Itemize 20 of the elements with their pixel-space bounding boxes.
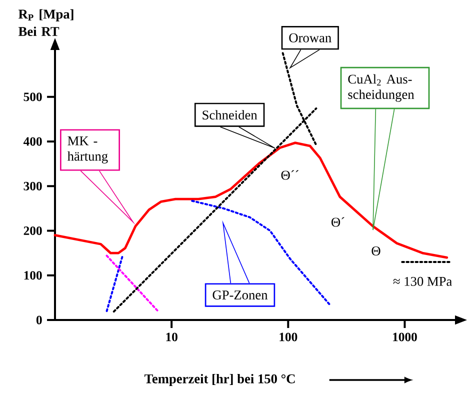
y-tick-label: 500 — [24, 92, 42, 102]
y-tick-label: 0 — [36, 316, 42, 324]
x-tick-label: 1000 — [393, 332, 417, 342]
annotation: CuAl$_{2}$ Aus-scheidungen — [348, 74, 414, 102]
annotation: Schneiden — [202, 110, 258, 120]
y-axis-title: R$_{P}$ [Mpa] Bei RT — [18, 9, 74, 36]
y-tick-label: 400 — [23, 137, 42, 146]
x-tick-label: 10 — [166, 332, 178, 342]
annotation: Θ´´ — [281, 170, 298, 180]
y-tick-label: 100 — [24, 271, 42, 280]
annotation: Orowan — [289, 33, 332, 42]
annotation: GP-Zonen — [212, 290, 268, 300]
x-tick-label: 100 — [280, 332, 298, 342]
annotation: MK - härtung — [67, 136, 108, 164]
y-tick-label: 300 — [24, 182, 42, 190]
x-axis-title: Temperzeit [hr] bei 150 °C — [144, 374, 295, 386]
annotation: Θ´ — [332, 217, 344, 227]
annotation: ≈ 130 MPa — [393, 276, 452, 286]
y-tick-label: 200 — [24, 226, 42, 236]
annotation: Θ — [372, 246, 380, 256]
